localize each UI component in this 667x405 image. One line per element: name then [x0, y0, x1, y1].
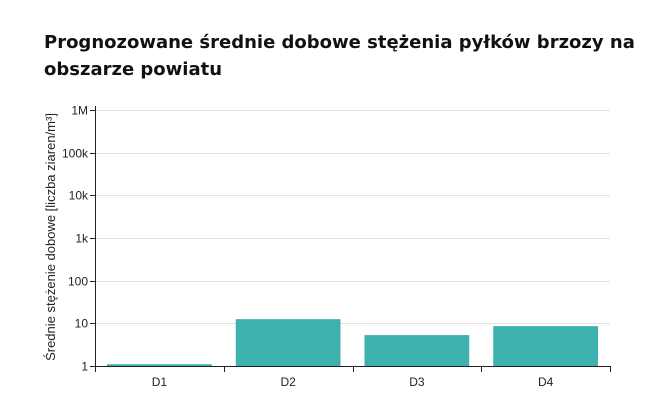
chart-title: Prognozowane średnie dobowe stężenia pył…	[44, 32, 635, 80]
x-tick-label-d3: D3	[409, 375, 425, 389]
bar-d1	[107, 364, 212, 366]
y-tick-label-3: 1k	[75, 232, 89, 246]
y-tick-label-0: 1	[81, 360, 88, 374]
bar-d4	[493, 326, 598, 366]
x-tick-label-d1: D1	[152, 375, 168, 389]
y-tick-label-5: 100k	[62, 147, 89, 161]
axes	[90, 106, 610, 367]
y-axis-label: Średnie stężenie dobowe [liczba ziaren/m…	[43, 113, 58, 361]
y-tick-label-6: 1M	[71, 104, 88, 118]
x-tick-label-d2: D2	[280, 375, 296, 389]
bar-d3	[364, 335, 470, 366]
y-tick-label-2: 100	[68, 275, 88, 289]
y-tick-label-4: 10k	[69, 189, 89, 203]
y-tick-label-1: 10	[75, 317, 89, 331]
bars	[107, 319, 598, 366]
y-axis-ticks: 1 10 100 1k 10k 100k 1M	[62, 104, 95, 374]
grid-lines	[95, 110, 610, 324]
x-axis-ticks: D1 D2 D3 D4	[95, 366, 611, 389]
bar-d2	[235, 319, 341, 366]
x-tick-label-d4: D4	[538, 375, 554, 389]
